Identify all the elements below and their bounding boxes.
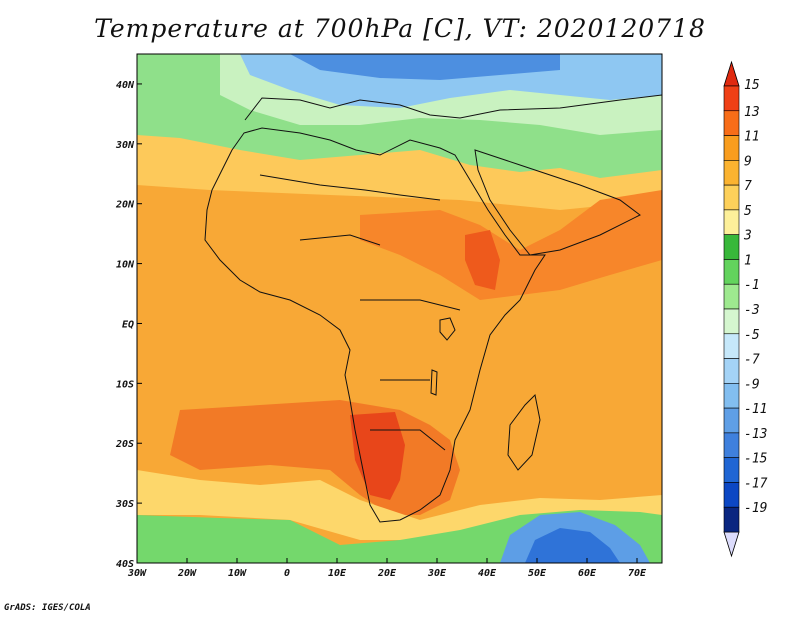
lat-tick-label: 20S (115, 439, 134, 450)
colorbar-level-label: -13 (744, 427, 767, 442)
africa-coastline (204, 127, 546, 523)
colorbar-level-label: -3 (744, 303, 760, 318)
lon-tick-label: 20W (177, 568, 197, 579)
plot-frame (136, 53, 663, 564)
lon-tick-label: 20E (377, 568, 397, 579)
colorbar-swatch (723, 383, 740, 409)
colorbar-top-arrow (723, 60, 740, 87)
colorbar-swatch (723, 308, 740, 335)
colorbar-level-label: 15 (744, 78, 760, 93)
colorbar-swatch (723, 432, 740, 458)
colorbar-level-label: -9 (744, 377, 760, 392)
madagascar-coastline (507, 393, 541, 471)
colorbar-level-label: -1 (744, 278, 760, 293)
europe-coastline (244, 94, 662, 121)
latitude-axis: 40N 30N 20N 10N EQ 10S 20S 30S 40S (115, 80, 142, 570)
coastlines (204, 94, 662, 523)
lon-tick-label: 0 (284, 568, 290, 579)
colorbar-level-label: 1 (744, 253, 752, 268)
lat-tick-label: 40N (116, 80, 135, 91)
colorbar-level-label: 9 (744, 154, 752, 169)
north-deep-blue-cold-area (290, 54, 560, 80)
colorbar-level-label: 13 (744, 105, 760, 120)
colorbar-swatch (723, 457, 740, 483)
lat-tick-label: 40S (116, 559, 134, 570)
colorbar-level-label: 11 (744, 130, 760, 145)
temperature-field (137, 54, 662, 563)
colorbar-swatch (723, 482, 740, 508)
colorbar-swatch (723, 135, 740, 161)
south-deep-blue-cold-area (525, 528, 620, 563)
lon-tick-label: 30E (427, 568, 447, 579)
colorbar: 15 13 11 9 7 5 3 1 -1 -3 -5 -7 -9 -11 -13 -15 -17 -19 (723, 60, 768, 558)
lat-tick-label: 10N (116, 260, 135, 271)
colorbar-swatch (723, 358, 740, 384)
lon-tick-label: 70E (628, 568, 647, 579)
colorbar-swatch (723, 333, 740, 359)
lat-tick-label: 30N (115, 140, 135, 151)
colorbar-level-label: -7 (744, 353, 760, 368)
lon-tick-label: 10E (328, 568, 347, 579)
colorbar-swatch (723, 184, 740, 211)
lon-tick-label: 50E (528, 568, 547, 579)
lat-tick-label: EQ (122, 319, 134, 330)
colorbar-level-label: -11 (744, 402, 767, 417)
colorbar-level-label: -5 (744, 328, 760, 343)
lat-tick-label: 10S (116, 379, 134, 390)
grads-credit: GrADS: IGES/COLA (4, 603, 91, 613)
colorbar-level-label: 7 (744, 179, 752, 194)
lon-tick-label: 30W (127, 568, 147, 579)
colorbar-swatch (723, 506, 740, 533)
lon-tick-label: 10W (228, 568, 247, 579)
colorbar-swatch (723, 160, 740, 186)
colorbar-level-label: 3 (743, 229, 752, 244)
great-lakes (430, 317, 456, 396)
longitude-axis: 30W 20W 10W 0 10E 20E 30E 40E 50E 60E 70E (127, 558, 647, 579)
plot-title: Temperature at 700hPa [C], VT: 202012071… (94, 14, 706, 43)
colorbar-swatch (723, 407, 740, 434)
lon-tick-label: 40E (478, 568, 497, 579)
colorbar-level-label: 5 (744, 204, 752, 219)
colorbar-bottom-arrow (723, 531, 740, 558)
lon-tick-label: 60E (578, 568, 597, 579)
colorbar-swatch (723, 110, 740, 136)
colorbar-swatch (723, 234, 740, 260)
ethiopia-hot-spot (465, 230, 500, 290)
colorbar-swatch (723, 85, 740, 112)
colorbar-level-label: -19 (744, 501, 767, 516)
colorbar-level-label: -15 (744, 452, 768, 467)
kalahari-hot-spot (350, 412, 405, 500)
colorbar-swatch (723, 259, 740, 285)
arabia-coastline (474, 149, 641, 256)
colorbar-swatch (723, 209, 740, 235)
lat-tick-label: 30S (115, 499, 134, 510)
lat-tick-label: 20N (115, 200, 135, 211)
inner-borders (259, 174, 461, 451)
colorbar-level-label: -17 (744, 476, 768, 491)
east-africa-warm-orange-area (360, 190, 662, 300)
colorbar-swatch (723, 283, 740, 310)
